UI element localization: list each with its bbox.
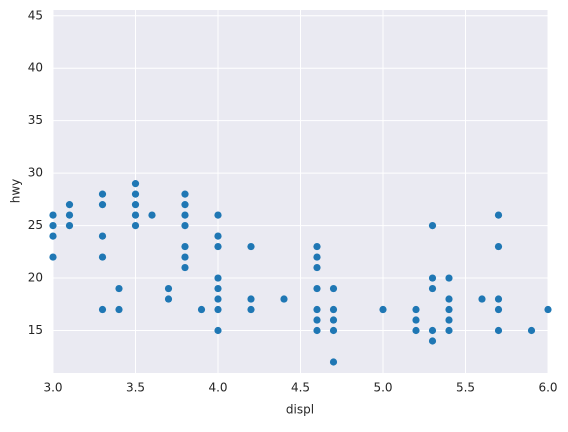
point [313,263,321,272]
point [214,295,222,303]
point [313,253,321,261]
x-tick-label: 5.0 [373,381,392,395]
x-axis-label: displ [286,403,314,417]
point [247,305,255,314]
point [247,242,255,251]
point [445,326,453,335]
point [313,326,321,335]
point [49,253,57,261]
point [428,326,437,335]
y-axis-label: hwy [9,179,23,204]
point [214,232,222,240]
point [181,242,189,251]
point [445,274,453,282]
point [329,316,338,324]
point [445,305,453,314]
x-tick-label: 3.0 [43,381,62,395]
x-tick-label: 3.5 [126,381,145,395]
point [181,211,189,219]
point [49,221,57,230]
point [131,190,140,198]
point [214,305,222,314]
point [445,316,453,324]
point [428,284,437,293]
x-tick-label: 4.5 [291,381,310,395]
point [494,211,503,219]
point [49,232,57,240]
x-tick-label: 6.0 [538,381,557,395]
point [164,284,173,293]
point [428,274,437,282]
point [131,201,140,209]
point [115,284,123,293]
x-tick-label: 4.0 [208,381,227,395]
point [494,326,503,335]
point [164,295,173,303]
point [313,242,321,251]
point [181,263,189,272]
point [329,326,338,335]
point [445,295,453,303]
point [494,295,503,303]
point [428,337,437,345]
point [214,242,222,251]
point [280,295,288,303]
point [148,211,156,219]
point [544,305,552,314]
point [98,201,107,209]
point [65,201,74,209]
point [214,326,222,335]
point [247,295,255,303]
point [197,305,206,314]
point [65,221,74,230]
point [181,253,189,261]
point [65,211,74,219]
point [214,284,222,293]
y-tick-label: 20 [28,271,43,285]
point [494,242,503,251]
y-tick-label: 30 [28,166,43,180]
point [214,274,222,282]
point [313,316,321,324]
point [412,305,420,314]
point [428,221,437,230]
point [412,326,420,335]
point [49,211,57,219]
point [329,358,338,366]
point [478,295,486,303]
point [181,221,189,230]
point [98,305,107,314]
y-tick-label: 15 [28,323,43,337]
point [379,305,387,314]
y-tick-label: 35 [28,113,43,127]
x-tick-label: 5.5 [456,381,475,395]
point [98,253,107,261]
point [214,211,222,219]
point [329,284,338,293]
point [98,232,107,240]
point [527,326,536,335]
point [412,316,420,324]
point [494,305,503,314]
y-tick-label: 45 [28,8,43,22]
point [313,305,321,314]
point [313,284,321,293]
point [131,221,140,230]
point [115,305,123,314]
point [131,180,140,188]
point [98,190,107,198]
point [329,305,338,314]
point [131,211,140,219]
y-tick-label: 25 [28,218,43,232]
point [181,201,189,209]
y-tick-label: 40 [28,61,43,75]
point [181,190,189,198]
